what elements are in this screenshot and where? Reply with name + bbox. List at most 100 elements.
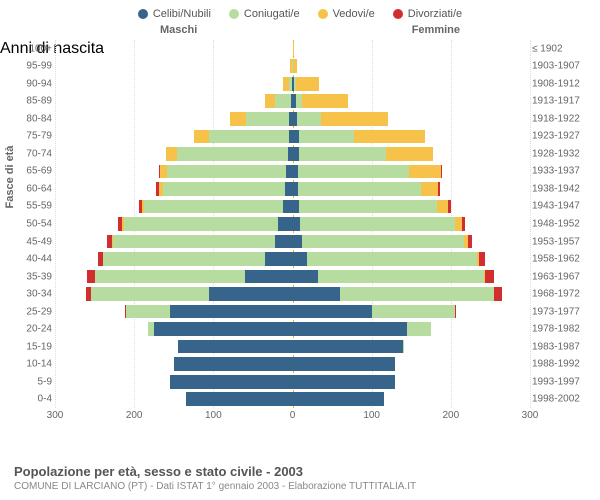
male-bar xyxy=(55,94,293,108)
seg-single xyxy=(293,305,372,319)
seg-married xyxy=(298,165,409,179)
seg-single xyxy=(293,322,408,336)
female-bar xyxy=(293,200,531,214)
pyramid-row xyxy=(55,217,530,231)
y-label-age: 20-24 xyxy=(14,324,52,335)
seg-married xyxy=(91,287,210,301)
seg-married xyxy=(177,147,288,161)
y-label-age: 15-19 xyxy=(14,341,52,352)
legend-item: Divorziati/e xyxy=(393,8,462,20)
y-label-birth: 1943-1947 xyxy=(532,201,580,212)
male-bar xyxy=(55,112,293,126)
seg-married xyxy=(318,270,484,284)
y-label-age: 75-79 xyxy=(14,131,52,142)
y-label-age: 70-74 xyxy=(14,148,52,159)
seg-widowed xyxy=(455,217,462,231)
seg-married xyxy=(167,165,286,179)
male-bar xyxy=(55,130,293,144)
y-label-age: 0-4 xyxy=(14,394,52,405)
y-label-birth: 1988-1992 xyxy=(532,359,580,370)
y-label-birth: 1993-1997 xyxy=(532,376,580,387)
seg-single xyxy=(293,392,384,406)
female-bar xyxy=(293,217,531,231)
female-bar xyxy=(293,59,531,73)
seg-married xyxy=(307,252,477,266)
y-label-age: 45-49 xyxy=(14,236,52,247)
legend-item: Celibi/Nubili xyxy=(138,8,211,20)
seg-single xyxy=(293,235,303,249)
y-label-age: 65-69 xyxy=(14,166,52,177)
pyramid-row xyxy=(55,130,530,144)
pyramid-row xyxy=(55,357,530,371)
x-tick: 100 xyxy=(363,410,380,421)
male-bar xyxy=(55,392,293,406)
seg-widowed xyxy=(230,112,246,126)
seg-single xyxy=(170,305,293,319)
seg-married xyxy=(209,130,288,144)
y-label-age: 60-64 xyxy=(14,183,52,194)
seg-single xyxy=(293,217,301,231)
male-bar xyxy=(55,165,293,179)
seg-single xyxy=(178,340,293,354)
male-bar xyxy=(55,59,293,73)
female-bar xyxy=(293,305,531,319)
seg-single xyxy=(293,357,396,371)
seg-single xyxy=(293,270,318,284)
seg-married xyxy=(113,235,275,249)
male-bar xyxy=(55,252,293,266)
male-bar xyxy=(55,42,293,56)
gender-labels: Maschi Femmine xyxy=(0,24,600,40)
seg-married xyxy=(299,200,438,214)
y-label-age: 85-89 xyxy=(14,96,52,107)
y-label-age: 25-29 xyxy=(14,306,52,317)
x-tick: 200 xyxy=(442,410,459,421)
seg-divorced xyxy=(494,287,501,301)
y-label-birth: 1983-1987 xyxy=(532,341,580,352)
female-bar xyxy=(293,287,531,301)
seg-single xyxy=(293,287,341,301)
label-male: Maschi xyxy=(160,24,197,36)
male-bar xyxy=(55,322,293,336)
y-label-birth: 1938-1942 xyxy=(532,183,580,194)
seg-single xyxy=(170,375,293,389)
seg-widowed xyxy=(354,130,425,144)
seg-married xyxy=(299,147,386,161)
pyramid-row xyxy=(55,112,530,126)
seg-widowed xyxy=(409,165,441,179)
seg-single xyxy=(285,182,292,196)
legend-item: Vedovi/e xyxy=(318,8,375,20)
pyramid-row xyxy=(55,392,530,406)
seg-widowed xyxy=(194,130,210,144)
seg-single xyxy=(293,375,396,389)
male-bar xyxy=(55,270,293,284)
y-label-age: 30-34 xyxy=(14,289,52,300)
y-label-birth: 1958-1962 xyxy=(532,254,580,265)
seg-single xyxy=(293,340,404,354)
seg-married xyxy=(103,252,265,266)
label-female: Femmine xyxy=(412,24,460,36)
pyramid-row xyxy=(55,77,530,91)
seg-married xyxy=(126,305,170,319)
seg-widowed xyxy=(293,59,298,73)
plot-area xyxy=(55,40,530,408)
y-label-age: 5-9 xyxy=(14,376,52,387)
seg-single xyxy=(265,252,293,266)
y-label-age: 50-54 xyxy=(14,219,52,230)
seg-married xyxy=(246,112,290,126)
y-label-age: 90-94 xyxy=(14,78,52,89)
pyramid-row xyxy=(55,305,530,319)
y-label-birth: 1973-1977 xyxy=(532,306,580,317)
pyramid-row xyxy=(55,340,530,354)
y-label-age: 80-84 xyxy=(14,113,52,124)
female-bar xyxy=(293,112,531,126)
x-axis: 3002001000100200300 xyxy=(55,410,530,424)
female-bar xyxy=(293,340,531,354)
seg-widowed xyxy=(293,42,295,56)
y-label-birth: 1923-1927 xyxy=(532,131,580,142)
y-label-birth: ≤ 1902 xyxy=(532,43,580,54)
y-label-birth: 1903-1907 xyxy=(532,61,580,72)
y-label-age: 10-14 xyxy=(14,359,52,370)
female-bar xyxy=(293,130,531,144)
female-bar xyxy=(293,392,531,406)
pyramid-row xyxy=(55,287,530,301)
